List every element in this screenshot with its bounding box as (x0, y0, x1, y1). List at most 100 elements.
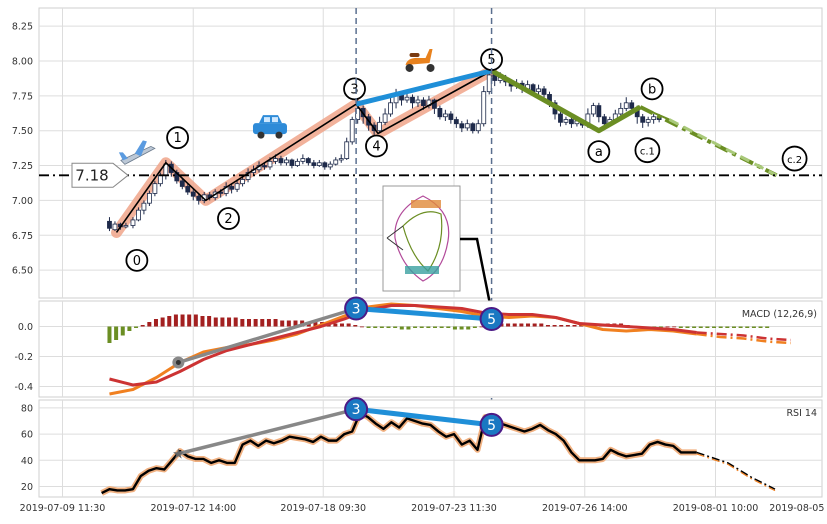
macd-histogram-bar (532, 323, 537, 327)
macd-marker-circle (344, 296, 369, 321)
price-ytick-label: 6.75 (12, 231, 33, 242)
wave-label-text: c.2 (787, 155, 802, 166)
macd-histogram-bar (246, 319, 251, 327)
wave-label-text: 3 (350, 82, 358, 97)
macd-histogram-bar (479, 326, 484, 328)
x-tick-label: 2019-07-26 14:00 (542, 503, 628, 514)
price-ytick-label: 7.50 (12, 126, 33, 137)
candle-body (453, 119, 459, 125)
macd-ytick-label: -0.4 (14, 382, 33, 393)
macd-histogram-bar (393, 326, 398, 328)
level-label-box (71, 162, 129, 188)
candle-body (262, 165, 267, 168)
wave-label-circle (587, 140, 611, 164)
macd-histogram-bar (406, 326, 411, 330)
candle-body (289, 159, 295, 166)
price-ytick-label: 7.00 (12, 196, 33, 207)
candle-body (618, 107, 624, 115)
correction-abc-line (490, 68, 642, 134)
macd-histogram-bar (280, 320, 285, 327)
candle-body (240, 179, 245, 185)
price-ytick-label: 7.25 (12, 161, 33, 172)
tarot-card-ornament (402, 211, 443, 272)
macd-histogram-bar (419, 326, 424, 328)
macd-title: MACD (12,26,9) (742, 309, 817, 320)
divergence-line-rsi (355, 406, 492, 428)
candle-body (470, 123, 476, 132)
macd-histogram-bar (665, 326, 670, 328)
divergence-line-macd (355, 306, 492, 322)
scooter-seat (409, 52, 420, 57)
star-icon: ★ (172, 447, 185, 463)
price-ytick-label: 8.00 (12, 56, 33, 67)
wave-label-text: a (595, 145, 603, 160)
macd-histogram-bar (472, 326, 477, 328)
rsi-panel: 80 60 40 20 ★ 3 5 RSI 14 (21, 397, 823, 498)
macd-histogram-bar (718, 326, 723, 328)
macd-histogram-bar (433, 326, 438, 328)
wave-label-text: c.1 (640, 147, 655, 158)
rsi-frame (38, 399, 823, 498)
macd-histogram-bar (565, 325, 570, 327)
rsi-ytick-label: 40 (21, 456, 33, 467)
macd-histogram-bar (572, 325, 577, 327)
candle-body (481, 91, 487, 125)
candle-body (112, 223, 118, 231)
candle-body (388, 102, 393, 115)
projection-c2-line (639, 105, 778, 178)
candle-body (415, 99, 421, 104)
macd-histogram-bar (346, 323, 351, 327)
candle-body (190, 191, 196, 197)
macd-histogram-bar (698, 326, 703, 328)
macd-histogram-bar (579, 325, 584, 327)
macd-histogram-bar (738, 326, 743, 328)
wave-label-circle (781, 145, 808, 172)
macd-histogram-bar (193, 314, 198, 327)
car-icon (252, 115, 287, 139)
candle-body (294, 160, 300, 166)
price-ytick-label: 7.75 (12, 91, 33, 102)
wave-label-text: 4 (372, 140, 380, 155)
macd-histogram-bar (273, 319, 278, 327)
rsi-line (101, 411, 697, 495)
candle-body (421, 99, 426, 106)
macd-histogram-bar (107, 326, 112, 343)
macd-histogram-bar (413, 326, 418, 328)
candle-body (333, 159, 339, 165)
wave-label-text: b (648, 82, 656, 97)
candle-body (596, 105, 602, 118)
wave-label-circle (166, 126, 189, 150)
candle-body (464, 123, 470, 129)
macd-histogram-bar (519, 323, 524, 327)
scooter-wheel (405, 63, 414, 72)
x-tick-label: 2019-08-01 10:00 (673, 503, 759, 514)
candle-body (327, 163, 333, 168)
candle-body (558, 113, 563, 123)
x-tick-label: 2019-08-05 14:00 (769, 503, 827, 514)
candle-body (651, 116, 657, 120)
elliott-wave-line (115, 70, 492, 233)
macd-histogram-bar (266, 319, 271, 327)
macd-histogram-bar (439, 326, 444, 328)
macd-histogram-bar (366, 326, 371, 328)
scooter-icon (405, 48, 435, 72)
airplane-icon (118, 140, 156, 165)
macd-histogram-bar (160, 317, 165, 327)
macd-histogram-bar (386, 326, 391, 328)
macd-marker-label: 5 (487, 312, 496, 328)
macd-histogram-bar (339, 323, 344, 327)
candle-body (645, 119, 651, 123)
candle-body (305, 158, 311, 164)
candle-body (316, 162, 322, 166)
candle-body (410, 96, 415, 104)
candle-body (234, 183, 240, 190)
macd-histogram-bar (379, 326, 384, 328)
macd-signal-line-projection (696, 332, 791, 345)
candle-body (344, 141, 350, 159)
candle-body (284, 159, 289, 164)
candle-body (107, 220, 112, 229)
candle-body (640, 116, 646, 123)
macd-histogram-bar (227, 317, 232, 327)
